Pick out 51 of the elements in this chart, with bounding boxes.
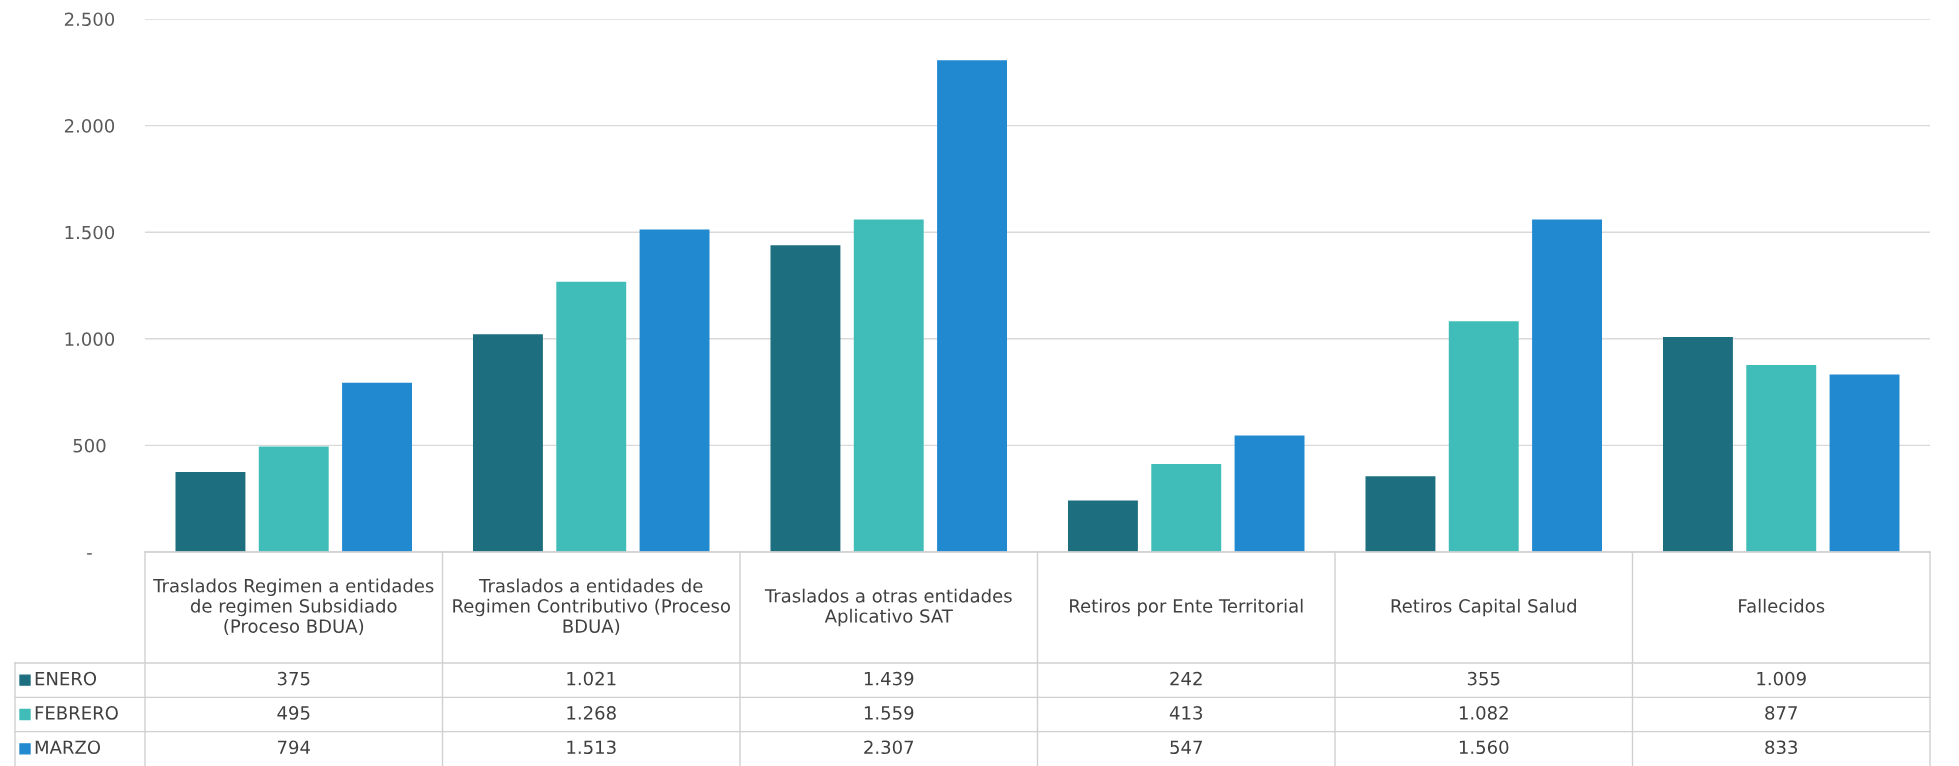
bar <box>1067 500 1138 552</box>
x-tick-label: Traslados a entidades de Regimen Contributivo (Proceso BDUA) <box>453 578 730 636</box>
x-tick-label: Traslados a otras entidades Aplicativo SAT <box>764 588 1012 627</box>
x-tick-label: Fallecidos <box>1739 598 1825 613</box>
bar <box>258 446 329 552</box>
x-tick-label: Traslados Regimen a entidades de regimen Subsidiado (Proceso BDUA) <box>153 578 434 636</box>
legend-label: ENERO <box>35 671 97 686</box>
data-label: 877 <box>1765 706 1797 720</box>
data-label: 1.560 <box>1459 740 1509 755</box>
y-tick-label: 2.000 <box>64 119 115 133</box>
x-tick-label: Retiros Capital Salud <box>1391 598 1576 617</box>
bar <box>342 382 413 552</box>
data-label: 1.559 <box>864 706 914 720</box>
bar <box>472 334 543 552</box>
bar <box>175 472 246 552</box>
data-label: 495 <box>277 706 310 720</box>
bar <box>639 229 710 552</box>
bar <box>1365 476 1436 552</box>
bar <box>1151 463 1222 552</box>
data-label: 1.439 <box>864 671 914 686</box>
bar <box>1662 336 1733 552</box>
data-label: 413 <box>1169 706 1203 720</box>
data-label: 1.082 <box>1459 706 1508 720</box>
data-label: 547 <box>1170 740 1202 755</box>
x-tick-label: Retiros por Ente Territorial <box>1070 598 1303 617</box>
legend-label: FEBRERO <box>35 706 118 720</box>
bar <box>1746 365 1817 552</box>
bar <box>937 60 1008 552</box>
y-tick-label: 2.500 <box>64 12 115 27</box>
data-label: 1.009 <box>1757 671 1806 686</box>
bar <box>1448 321 1519 552</box>
legend-label: MARZO <box>35 740 101 755</box>
y-tick-label: 500 <box>73 438 106 453</box>
data-label: 1.513 <box>567 740 616 755</box>
y-tick-label: 1.000 <box>65 332 115 346</box>
bar <box>556 281 627 552</box>
y-tick-label: 1.500 <box>65 225 115 240</box>
y-tick-label: - <box>87 553 92 555</box>
data-label: 1.268 <box>567 706 616 720</box>
bar <box>770 245 841 552</box>
bar <box>1234 435 1305 552</box>
data-label: 375 <box>277 671 310 686</box>
bar <box>853 219 924 552</box>
data-label: 794 <box>278 740 310 755</box>
data-label: 833 <box>1765 740 1798 755</box>
bar <box>1532 219 1603 552</box>
bar <box>1829 374 1900 552</box>
data-label: 242 <box>1170 671 1202 686</box>
data-label: 2.307 <box>864 740 914 755</box>
data-label: 355 <box>1467 671 1500 686</box>
data-label: 1.021 <box>567 671 616 686</box>
